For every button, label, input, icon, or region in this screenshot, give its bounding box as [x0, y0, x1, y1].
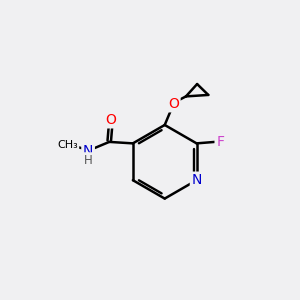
Text: CH₃: CH₃	[57, 140, 78, 150]
Text: O: O	[105, 113, 116, 127]
Text: F: F	[216, 135, 224, 149]
Text: H: H	[84, 154, 93, 167]
Text: N: N	[83, 144, 93, 158]
Text: N: N	[191, 173, 202, 187]
Text: O: O	[168, 97, 179, 111]
